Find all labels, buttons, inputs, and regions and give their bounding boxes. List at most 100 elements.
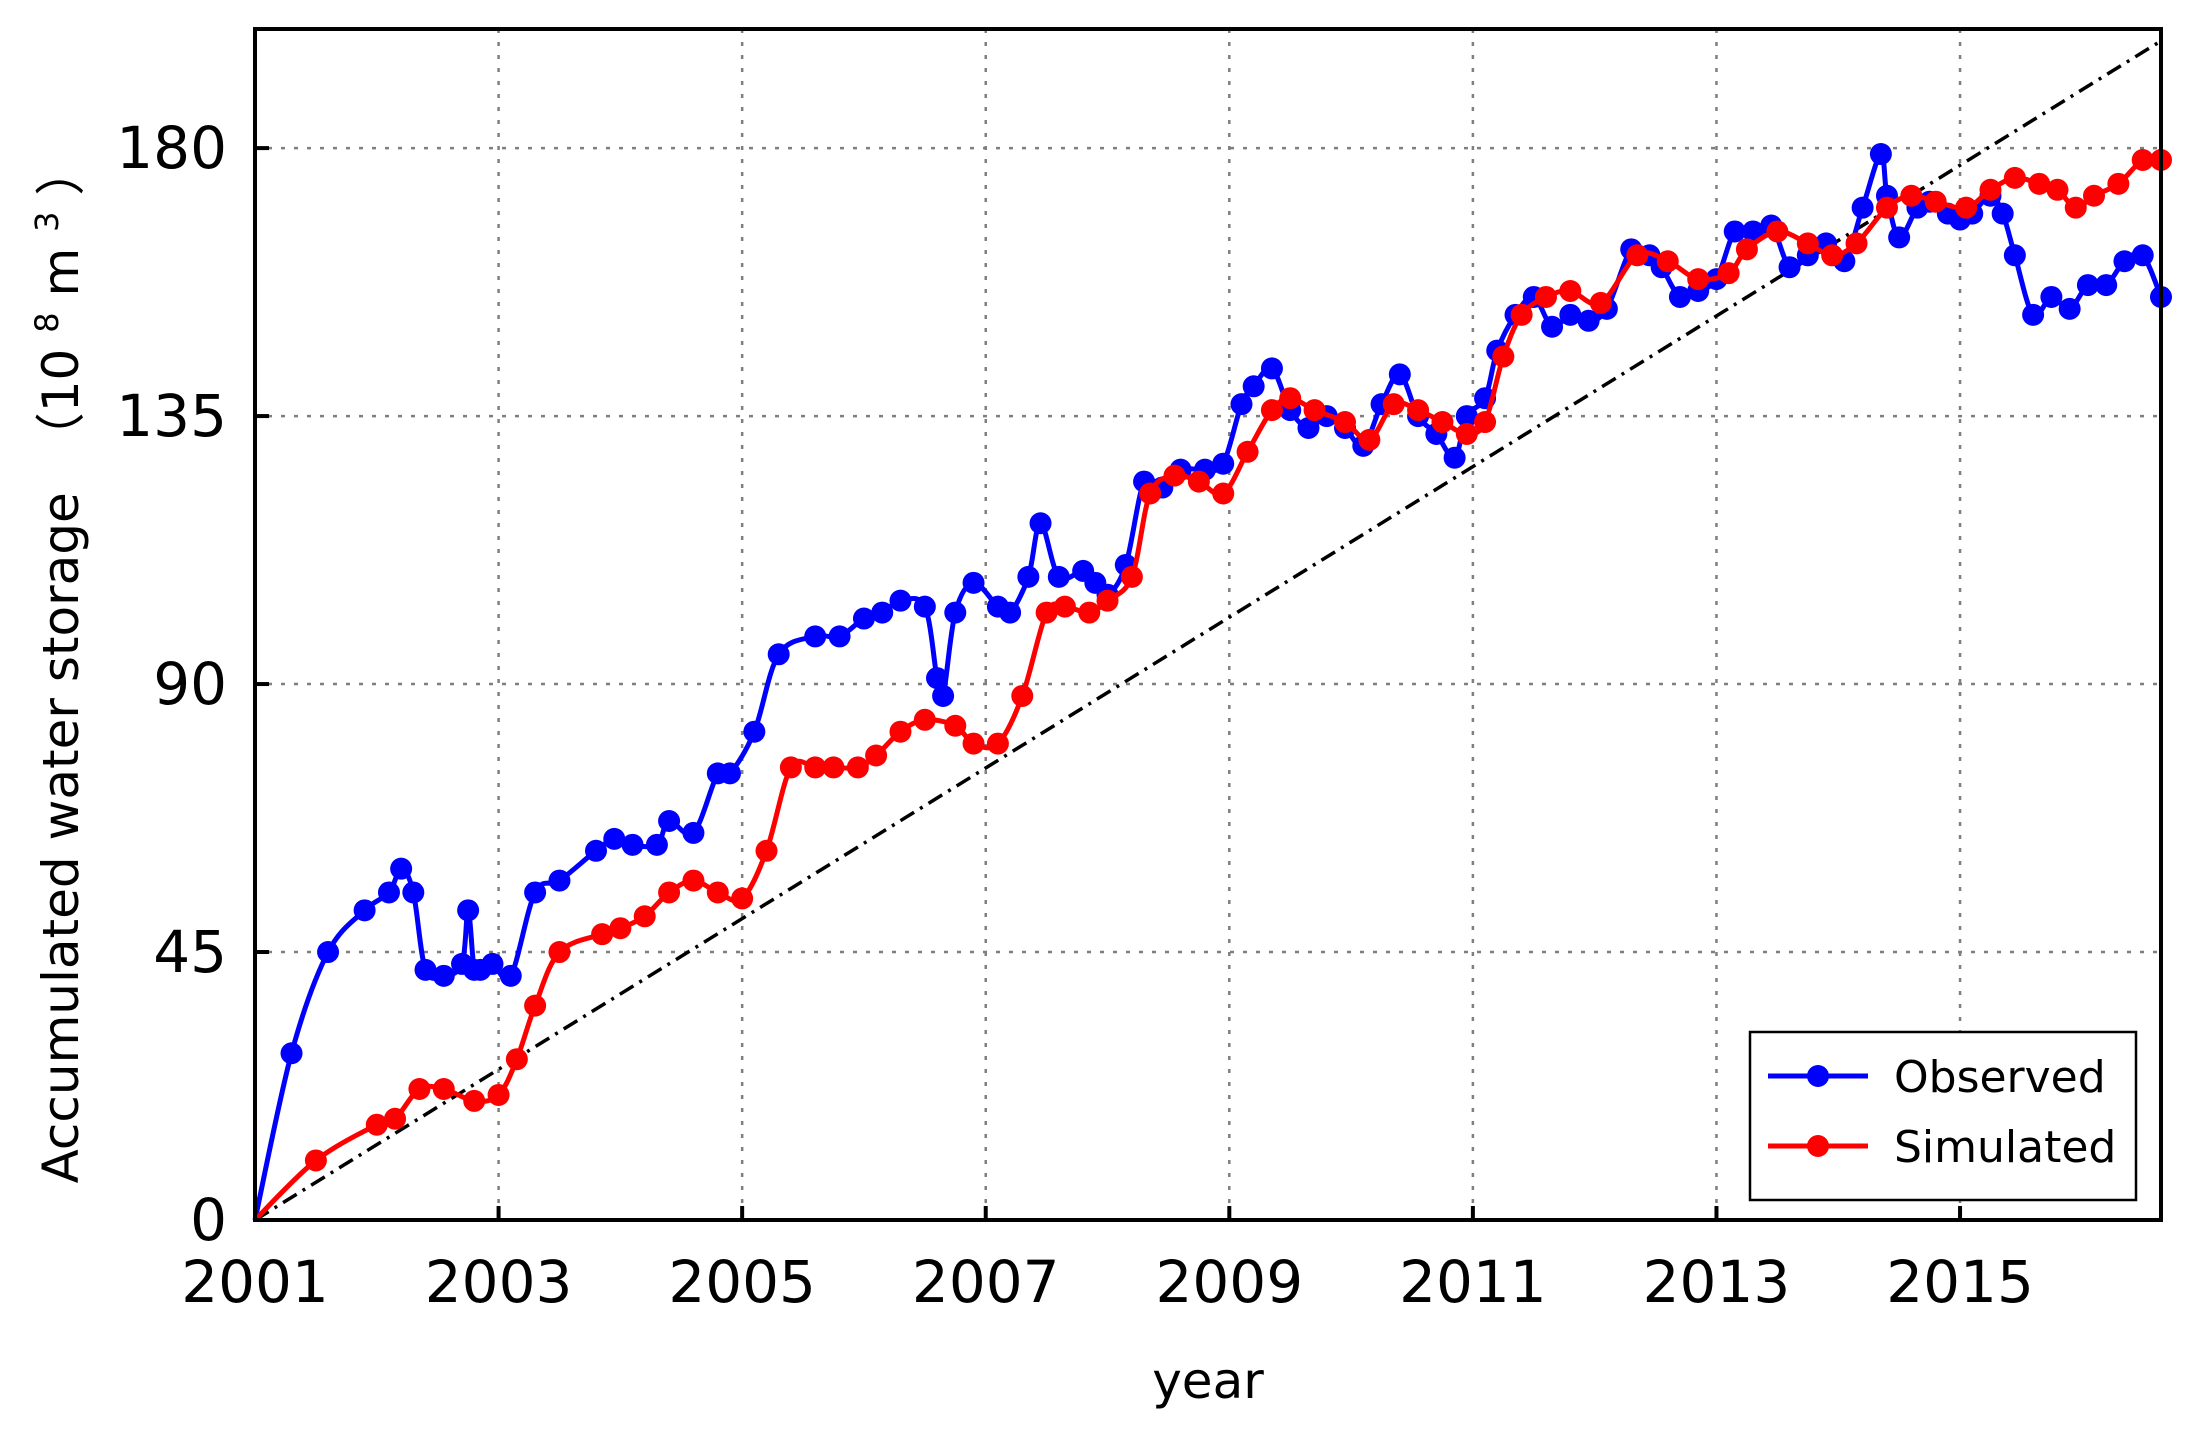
legend-label: Simulated [1894, 1122, 2116, 1173]
legend-swatch-marker [1807, 1135, 1829, 1157]
data-point [499, 964, 522, 987]
data-point [1443, 446, 1466, 469]
data-point [944, 714, 967, 737]
data-point [2083, 184, 2106, 207]
data-point [731, 887, 754, 910]
data-point [1230, 393, 1253, 416]
legend-box [1748, 1030, 2138, 1202]
data-point [1924, 190, 1947, 213]
data-point [1187, 470, 1210, 493]
x-tick-label: 2007 [912, 1248, 1060, 1316]
data-point [1260, 357, 1283, 380]
data-point [1163, 464, 1186, 487]
data-point [1017, 565, 1040, 588]
data-point [1955, 196, 1978, 219]
y-tick-label: 135 [116, 382, 227, 450]
data-point [414, 958, 437, 981]
data-point [621, 833, 644, 856]
data-point [1455, 422, 1478, 445]
data-point [1626, 244, 1649, 267]
data-point [1979, 178, 2002, 201]
data-point [743, 720, 766, 743]
x-tick-label: 2015 [1886, 1248, 2034, 1316]
data-point [1303, 399, 1326, 422]
data-point [1577, 309, 1600, 332]
data-point [682, 821, 705, 844]
data-point [2040, 285, 2063, 308]
data-point [962, 571, 985, 594]
data-point [1474, 411, 1497, 434]
data-point [1559, 280, 1582, 303]
data-point [2058, 297, 2081, 320]
data-point [1766, 220, 1789, 243]
data-point [852, 607, 875, 630]
series-simulated [253, 149, 2172, 1222]
reference-line-path [254, 39, 2162, 1222]
data-point [1541, 315, 1564, 338]
data-point [1875, 196, 1898, 219]
data-point [1388, 363, 1411, 386]
data-point [1742, 220, 1765, 243]
data-point [1236, 440, 1259, 463]
data-point [913, 708, 936, 731]
data-point [1900, 184, 1923, 207]
data-point [408, 1077, 431, 1100]
y-axis-unit-close: ） [32, 146, 90, 196]
data-point [1668, 285, 1691, 308]
data-point [2131, 244, 2154, 267]
data-point [718, 762, 741, 785]
data-point [591, 923, 614, 946]
data-point [2113, 250, 2136, 273]
data-point [1717, 262, 1740, 285]
data-point [603, 827, 626, 850]
data-point [1242, 375, 1265, 398]
data-point [944, 601, 967, 624]
data-point [402, 881, 425, 904]
data-point [926, 667, 949, 690]
data-point [1279, 387, 1302, 410]
axis-ticks: 2001 2003 2005 2007 2009 2011 2013 2015 0 45 90 135… [116, 114, 2034, 1316]
y-axis-unit-exp2: 3 [28, 212, 66, 232]
data-point [682, 869, 705, 892]
data-point [913, 595, 936, 618]
data-point [353, 899, 376, 922]
data-point [1687, 268, 1710, 291]
data-point [1053, 595, 1076, 618]
data-point [1407, 399, 1430, 422]
series-layer [252, 143, 2172, 1222]
reference-line [254, 39, 2162, 1222]
data-point [432, 1077, 455, 1100]
data-point [365, 1113, 388, 1136]
data-point [889, 589, 912, 612]
data-point [822, 756, 845, 779]
data-point [1656, 250, 1679, 273]
data-point [1334, 411, 1357, 434]
data-point [1431, 411, 1454, 434]
x-tick-label: 2013 [1643, 1248, 1791, 1316]
legend-swatch-marker [1807, 1065, 1829, 1087]
data-point [1845, 232, 1868, 255]
x-tick-label: 2011 [1399, 1248, 1547, 1316]
data-point [1510, 303, 1533, 326]
data-point [658, 881, 681, 904]
y-tick-label: 45 [153, 918, 227, 986]
data-point [505, 1048, 528, 1071]
data-point [2107, 172, 2130, 195]
data-point [2064, 196, 2087, 219]
data-point [1120, 565, 1143, 588]
data-point [1029, 512, 1052, 535]
data-point [524, 994, 547, 1017]
data-point [2003, 244, 2026, 267]
data-point [481, 952, 504, 975]
data-point [2022, 303, 2045, 326]
data-point [377, 881, 400, 904]
data-point [548, 869, 571, 892]
data-point [871, 601, 894, 624]
data-point [2076, 274, 2099, 297]
data-point [755, 839, 778, 862]
data-point [1492, 345, 1515, 368]
data-point [804, 625, 827, 648]
x-tick-label: 2003 [425, 1248, 573, 1316]
data-point [463, 1089, 486, 1112]
